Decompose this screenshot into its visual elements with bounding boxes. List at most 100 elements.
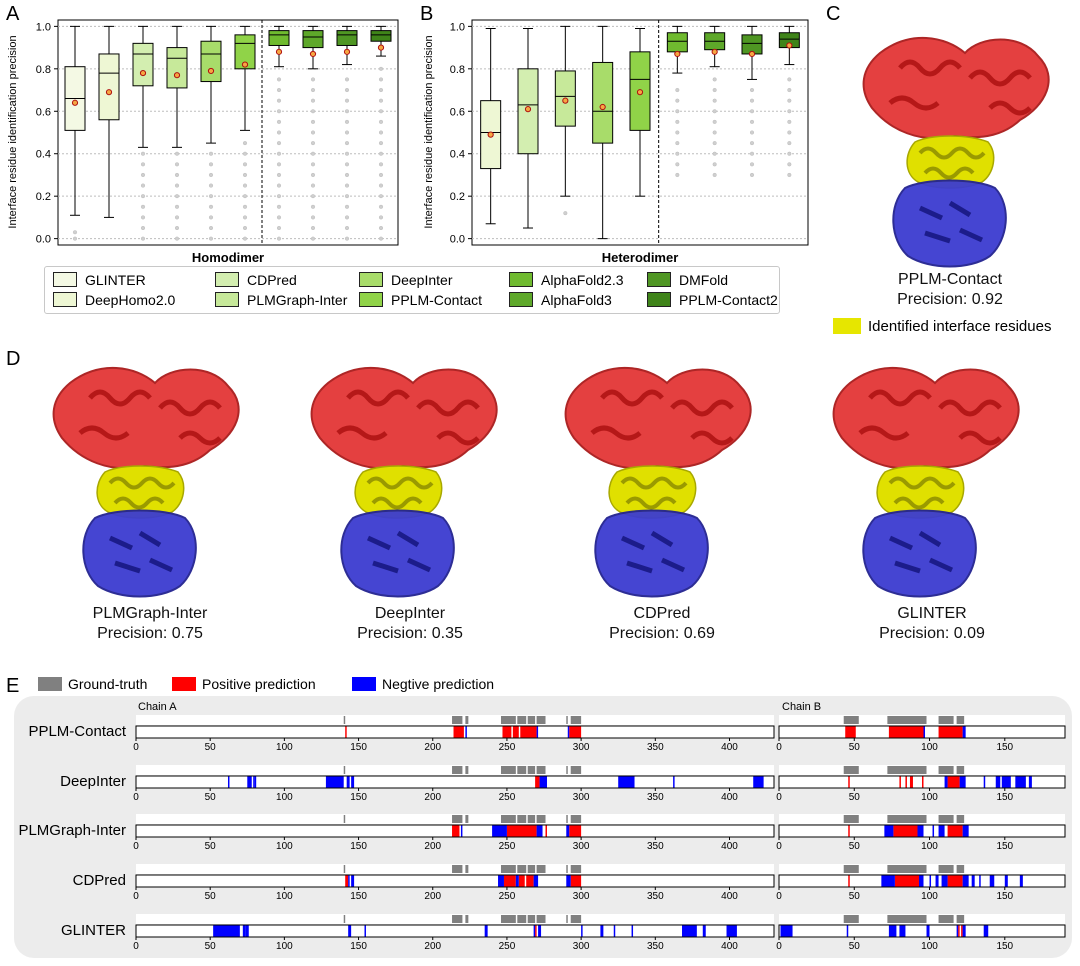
- structure-plmgraph-inter: [54, 368, 239, 597]
- outlier-point: [378, 66, 384, 71]
- x-tick-label: 100: [921, 941, 938, 952]
- gt-segment: [570, 815, 582, 823]
- positive-segment: [893, 825, 918, 837]
- track-legend-label: Positive prediction: [202, 676, 316, 692]
- gt-segment: [887, 766, 927, 774]
- gt-segment: [566, 815, 568, 823]
- gt-segment: [500, 766, 516, 774]
- positive-segment: [845, 726, 856, 738]
- x-tick-label: 150: [996, 841, 1013, 852]
- outlier-point: [276, 194, 282, 199]
- box-DeepHomo2.0: [98, 53, 120, 121]
- gt-segment: [956, 815, 965, 823]
- outlier-point: [675, 98, 680, 103]
- outlier-point: [276, 87, 282, 93]
- outlier-point: [276, 141, 282, 146]
- track-row-label: PPLM-Contact: [28, 723, 126, 740]
- outlier-point: [787, 87, 792, 93]
- chain-a-label: Chain A: [138, 701, 177, 713]
- y-tick-label: 0.0: [450, 234, 465, 246]
- mean-marker: [377, 44, 385, 51]
- legend-label: DMFold: [679, 272, 729, 288]
- legend-swatch: [359, 292, 383, 307]
- gt-segment: [570, 915, 582, 923]
- mean-marker: [524, 106, 532, 113]
- negative-segment: [962, 726, 966, 738]
- x-tick-label: 200: [424, 742, 441, 753]
- outlier-point: [140, 225, 146, 231]
- caption-precision: Precision: 0.75: [97, 625, 203, 642]
- x-tick-label: 50: [849, 742, 861, 753]
- chain-b-label: Chain B: [782, 701, 821, 713]
- outlier-point: [310, 130, 316, 135]
- negative-segment: [567, 726, 570, 738]
- x-tick-label: 0: [776, 841, 782, 852]
- negative-segment: [884, 825, 894, 837]
- track-legend-label: Ground-truth: [68, 676, 147, 692]
- gt-segment: [536, 865, 546, 873]
- outlier-point: [310, 109, 316, 114]
- y-tick-label: 0.8: [450, 64, 465, 76]
- outlier-point: [344, 141, 350, 146]
- positive-segment: [947, 875, 963, 887]
- structure-pplm-contact: [864, 38, 1049, 267]
- caption-precision: Precision: 0.92: [897, 291, 1003, 308]
- x-tick-label: 400: [721, 891, 738, 902]
- outlier-point: [208, 151, 214, 156]
- legend-label: DeepInter: [391, 272, 453, 288]
- outlier-point: [310, 77, 316, 82]
- caption-method: PLMGraph-Inter: [92, 605, 208, 622]
- outlier-point: [276, 130, 282, 135]
- negative-segment: [247, 776, 252, 788]
- legend-swatch: [647, 292, 671, 307]
- outlier-point: [140, 204, 146, 209]
- mean-marker: [786, 42, 793, 49]
- outlier-point: [712, 109, 717, 114]
- outlier-point: [242, 236, 248, 241]
- positive-segment: [345, 726, 347, 738]
- outlier-point: [344, 172, 350, 178]
- positive-segment: [535, 776, 540, 788]
- y-tick-label: 0.6: [450, 106, 465, 118]
- structure-glinter: [834, 368, 1019, 597]
- gt-segment: [887, 716, 927, 724]
- outlier-point: [174, 204, 180, 209]
- negative-segment: [1004, 875, 1008, 887]
- caption-c: PPLM-Contact Precision: 0.92: [880, 270, 1020, 310]
- y-tick-label: 1.0: [36, 21, 51, 33]
- gt-segment: [536, 766, 546, 774]
- outlier-point: [310, 204, 316, 209]
- outlier-point: [787, 77, 792, 82]
- box-DeepInter: [592, 61, 614, 144]
- outlier-point: [174, 236, 180, 241]
- outlier-point: [208, 236, 214, 241]
- positive-segment: [535, 925, 537, 937]
- outlier-point: [140, 183, 146, 188]
- outlier-point: [276, 183, 282, 188]
- negative-segment: [938, 825, 945, 837]
- negative-segment: [682, 925, 697, 937]
- gt-segment: [566, 915, 568, 923]
- outlier-point: [378, 215, 384, 220]
- outlier-point: [712, 98, 717, 103]
- gt-segment: [843, 766, 859, 774]
- x-tick-label: 50: [849, 841, 861, 852]
- box-AlphaFold2.3: [268, 30, 290, 46]
- outlier-point: [344, 215, 350, 220]
- x-tick-label: 300: [573, 841, 590, 852]
- negative-segment: [1001, 776, 1011, 788]
- negative-segment: [364, 925, 366, 937]
- outlier-point: [712, 151, 717, 156]
- outlier-point: [378, 87, 384, 93]
- legend-item: DMFold: [647, 271, 728, 289]
- outlier-point: [276, 77, 282, 82]
- outlier-point: [276, 236, 282, 241]
- gt-segment: [843, 716, 859, 724]
- gt-segment: [500, 716, 516, 724]
- outlier-point: [344, 98, 350, 103]
- gt-segment: [570, 716, 582, 724]
- gt-segment: [343, 766, 346, 774]
- track-row: PLMGraph-Inter 0 50 100 150 200 250 300 350 400 0 5…: [18, 814, 1066, 852]
- positive-segment: [545, 825, 547, 837]
- outlier-point: [675, 162, 680, 167]
